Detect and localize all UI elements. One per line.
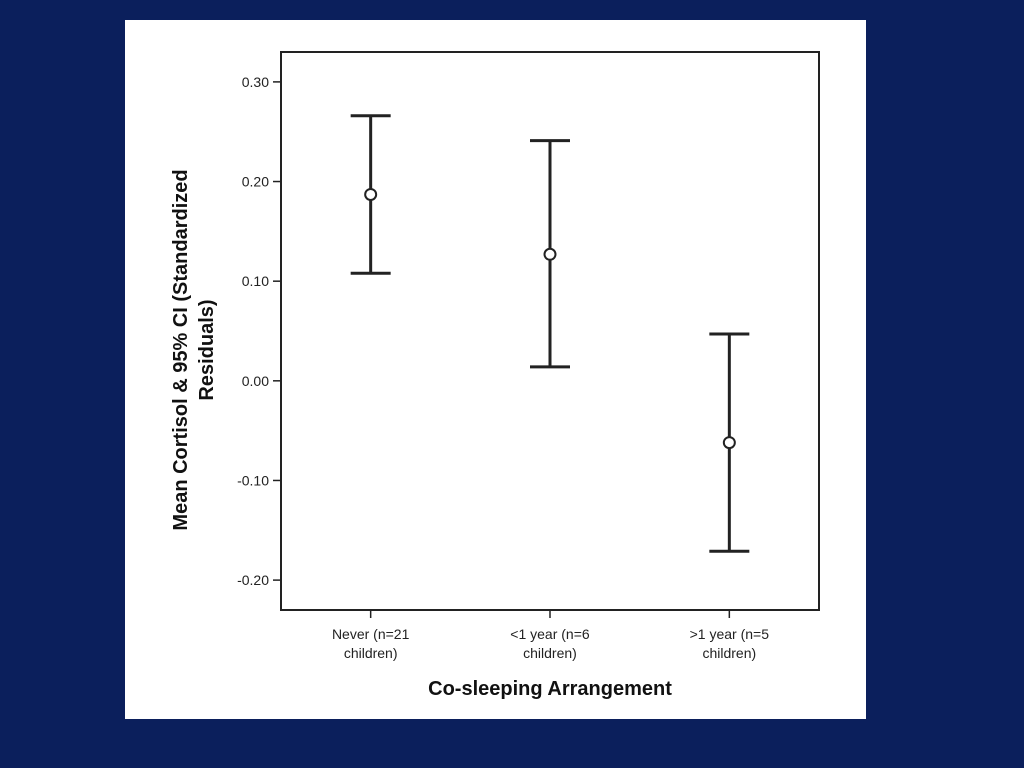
error-bars bbox=[350, 114, 750, 553]
x-tick-label: children) bbox=[702, 645, 756, 661]
y-tick-label: 0.10 bbox=[242, 273, 269, 289]
y-axis-title-line-2: Residuals) bbox=[196, 299, 218, 400]
x-tick-label: >1 year (n=5 bbox=[690, 626, 770, 642]
y-axis-title-line-1: Mean Cortisol & 95% CI (Standardized bbox=[170, 169, 192, 530]
y-tick-label: 0.20 bbox=[242, 174, 269, 190]
y-axis-ticks: 0.30 0.20 0.10 0.00 -0.10 -0.20 bbox=[237, 74, 281, 588]
x-tick-label: Never (n=21 bbox=[332, 626, 410, 642]
y-axis-title: Mean Cortisol & 95% CI (Standardized Res… bbox=[170, 169, 218, 530]
y-tick-label: -0.10 bbox=[237, 472, 269, 488]
chart-panel: 0.30 0.20 0.10 0.00 -0.10 -0.20 Never (n=21 ch… bbox=[125, 20, 866, 719]
y-tick-label: 0.00 bbox=[242, 373, 269, 389]
x-tick-label: children) bbox=[523, 645, 577, 661]
mean-point bbox=[543, 247, 557, 261]
error-bar-chart: 0.30 0.20 0.10 0.00 -0.10 -0.20 Never (n=21 ch… bbox=[170, 51, 820, 700]
y-tick-label: -0.20 bbox=[237, 572, 269, 588]
x-axis-title: Co-sleeping Arrangement bbox=[428, 678, 672, 700]
x-tick-label: children) bbox=[344, 645, 398, 661]
y-tick-label: 0.30 bbox=[242, 74, 269, 90]
mean-markers bbox=[364, 187, 736, 450]
x-axis-ticks: Never (n=21 children) <1 year (n=6 children… bbox=[332, 610, 769, 661]
mean-point bbox=[722, 436, 736, 450]
x-tick-label: <1 year (n=6 bbox=[510, 626, 590, 642]
mean-point bbox=[364, 187, 378, 201]
